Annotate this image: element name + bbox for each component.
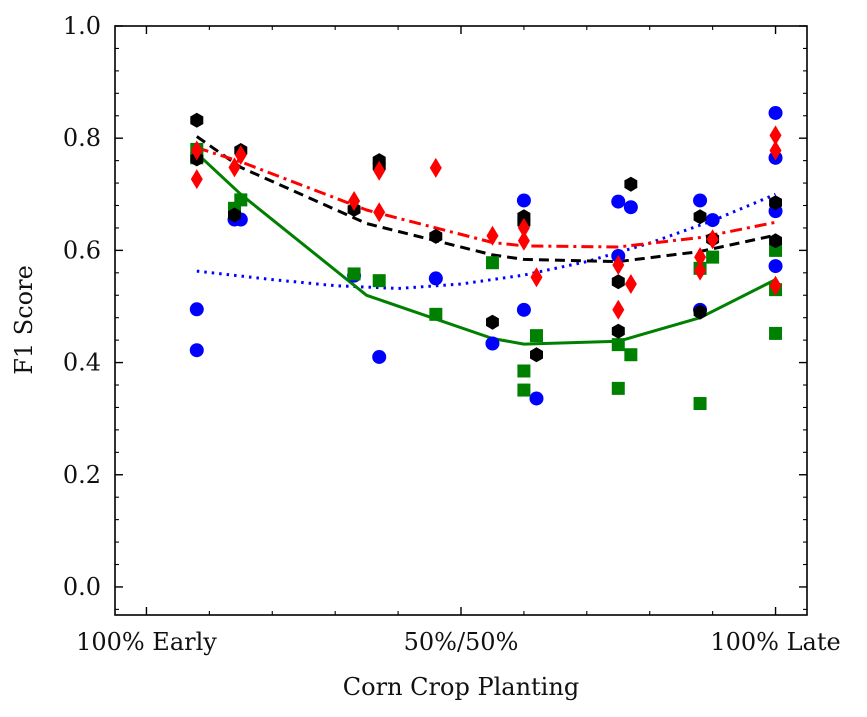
data-point-green: [517, 364, 531, 378]
data-point-green: [693, 397, 707, 411]
data-point-red: [190, 140, 203, 161]
data-point-blue: [623, 200, 638, 215]
data-point-red: [348, 191, 361, 211]
data-point-blue: [768, 259, 783, 274]
data-point-red: [694, 247, 707, 268]
data-point-blue: [768, 105, 783, 120]
y-tick-label: 0.0: [63, 573, 101, 601]
data-point-green: [769, 243, 783, 257]
data-point-red: [769, 125, 782, 146]
trend-line-green: [195, 152, 777, 346]
data-point-blue: [516, 302, 531, 317]
data-point-red: [373, 160, 386, 181]
data-point-black: [530, 347, 543, 363]
data-point-green: [234, 193, 248, 207]
data-point-blue: [428, 271, 443, 286]
trend-line-black: [195, 135, 776, 264]
y-tick-label: 0.8: [63, 124, 101, 152]
data-markers: [189, 105, 783, 411]
data-point-black: [769, 195, 782, 211]
data-point-green: [611, 338, 625, 352]
data-point-blue: [485, 336, 500, 351]
data-point-red: [706, 229, 719, 250]
data-point-green: [372, 274, 386, 288]
data-point-black: [611, 274, 625, 290]
y-axis-label: F1 Score: [10, 265, 38, 375]
x-axis-label: Corn Crop Planting: [343, 673, 579, 701]
data-point-black: [769, 233, 782, 249]
data-point-red: [517, 230, 530, 251]
data-point-green: [624, 348, 638, 362]
x-tick-label: 50%/50%: [404, 628, 519, 656]
data-point-green: [769, 326, 783, 340]
data-point-green: [611, 381, 625, 395]
data-point-blue: [611, 194, 626, 209]
data-point-red: [769, 140, 782, 161]
data-point-red: [612, 255, 625, 275]
y-tick-label: 0.2: [63, 461, 101, 489]
data-point-red: [694, 260, 707, 281]
data-point-green: [529, 329, 543, 343]
data-point-red: [486, 225, 499, 246]
data-point-black: [611, 323, 625, 339]
data-point-red: [190, 169, 203, 190]
data-point-blue: [705, 213, 720, 228]
data-point-blue: [372, 349, 387, 364]
data-point-red: [234, 145, 247, 165]
data-point-red: [624, 274, 637, 294]
plot-frame: [114, 25, 808, 616]
data-point-green: [347, 267, 361, 281]
data-point-black: [693, 209, 707, 225]
data-point-blue: [189, 302, 204, 317]
y-tick-label: 1.0: [63, 12, 101, 40]
data-point-blue: [189, 343, 204, 358]
data-point-red: [373, 202, 386, 223]
trend-line-red: [196, 146, 776, 249]
data-point-red: [228, 157, 241, 178]
y-tick-label: 0.4: [63, 349, 101, 377]
data-point-black: [429, 228, 443, 244]
x-tick-label: 100% Early: [76, 628, 217, 656]
data-point-black: [624, 176, 638, 192]
data-point-green: [706, 250, 720, 264]
data-point-black: [228, 207, 241, 223]
data-point-blue: [529, 391, 544, 406]
data-point-blue: [693, 193, 708, 208]
data-point-red: [530, 267, 543, 288]
data-point-red: [612, 299, 625, 320]
data-point-green: [429, 307, 443, 321]
trend-lines: [195, 135, 777, 346]
data-point-black: [190, 112, 204, 128]
data-point-red: [517, 217, 530, 238]
data-point-green: [485, 256, 499, 270]
data-point-green: [517, 383, 531, 397]
y-tick-label: 0.6: [63, 236, 101, 264]
x-tick-label: 100% Late: [710, 628, 840, 656]
data-point-blue: [516, 193, 531, 208]
data-point-black: [693, 304, 707, 320]
data-point-red: [769, 275, 782, 296]
data-point-red: [429, 157, 442, 178]
data-point-black: [486, 314, 499, 330]
